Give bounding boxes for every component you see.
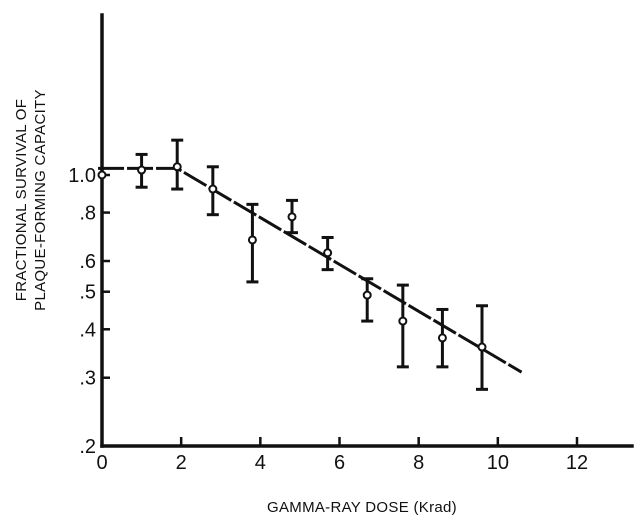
x-tick-label: 6	[334, 452, 345, 474]
y-tick-label: .2	[79, 436, 96, 458]
x-tick-label: 4	[255, 452, 266, 474]
x-ticks: 0 2 4 6 8 10 12	[96, 437, 588, 474]
x-tick-label: 12	[566, 452, 588, 474]
y-tick-label: .5	[79, 282, 96, 304]
y-axis-title-line: FRACTIONAL SURVIVAL OF	[13, 99, 30, 301]
y-ticks: .2 .3 .4 .5 .6 .8 1.0	[68, 165, 110, 458]
y-tick-label: .4	[79, 319, 96, 341]
data-point	[97, 170, 107, 180]
data-point	[208, 184, 218, 194]
data-point	[137, 165, 147, 175]
data-point	[398, 316, 408, 326]
data-points	[97, 138, 488, 391]
fit-line	[98, 166, 523, 374]
x-tick-label: 2	[176, 452, 187, 474]
y-tick-label: .3	[79, 368, 96, 390]
data-point	[172, 162, 182, 172]
y-tick-label: .6	[79, 251, 96, 273]
data-point	[287, 212, 297, 222]
data-point	[477, 342, 487, 352]
data-point	[323, 248, 333, 258]
data-point	[247, 235, 257, 245]
y-axis-title-line: PLAQUE-FORMING CAPACITY	[32, 89, 49, 311]
x-tick-label: 10	[487, 452, 509, 474]
data-point	[437, 333, 447, 343]
y-axis-title: FRACTIONAL SURVIVAL OF PLAQUE-FORMING CAP…	[13, 89, 49, 311]
y-tick-label: .8	[79, 203, 96, 225]
x-tick-label: 8	[413, 452, 424, 474]
data-point	[362, 290, 372, 300]
x-tick-label: 0	[96, 452, 107, 474]
x-axis-title: GAMMA-RAY DOSE (Krad)	[267, 499, 457, 516]
y-tick-label: 1.0	[68, 165, 96, 187]
